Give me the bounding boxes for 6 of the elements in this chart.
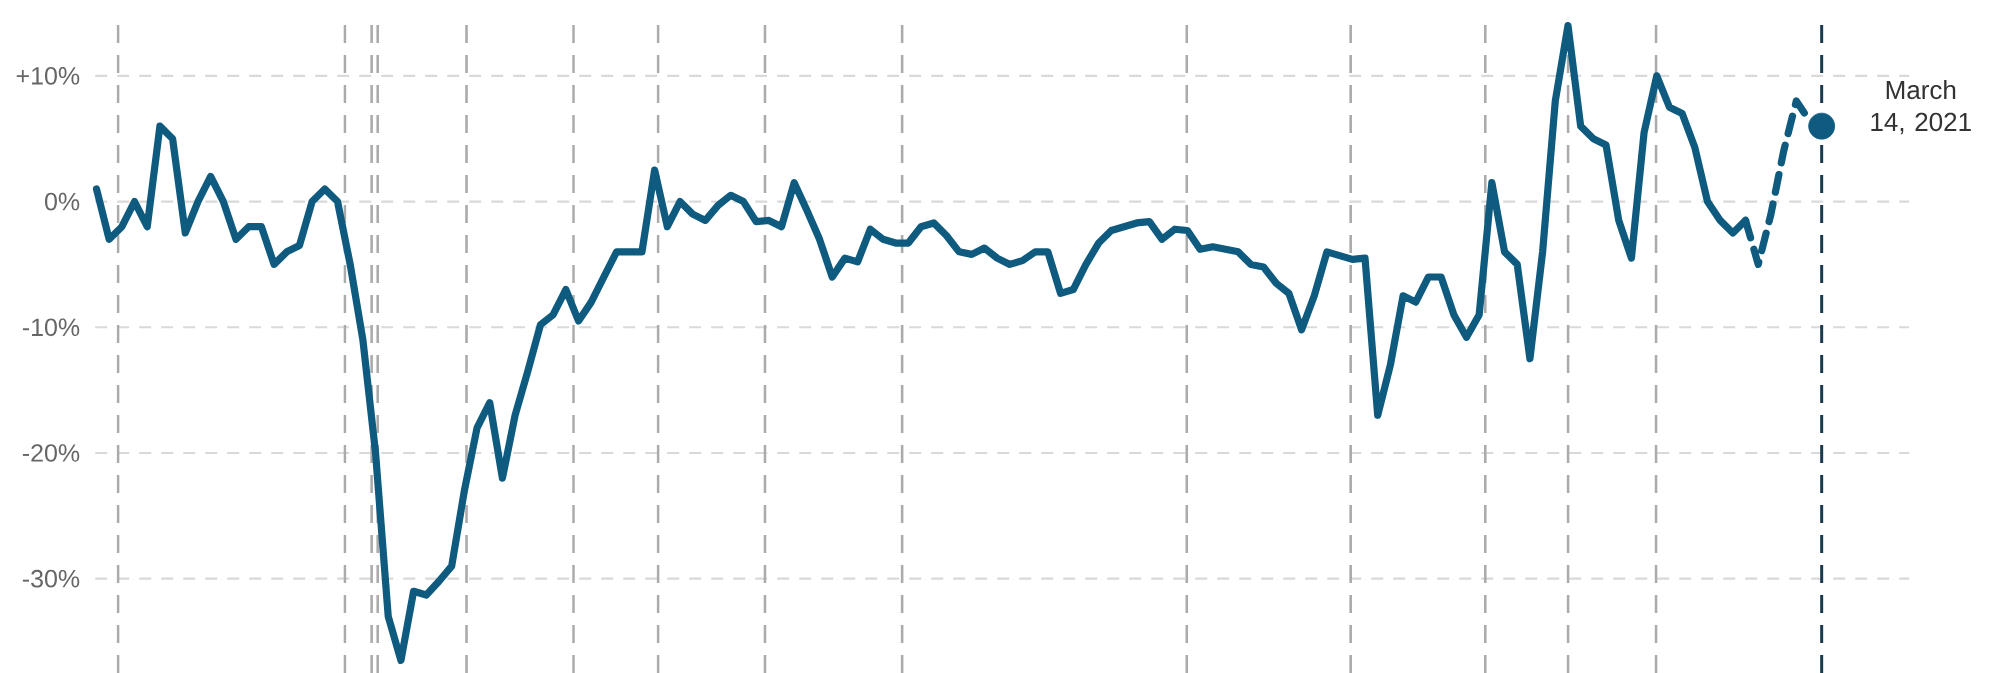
- y-tick-label: -30%: [22, 569, 80, 588]
- y-tick-label: 0%: [44, 192, 80, 211]
- text: March 14, 2021: [1871, 80, 1971, 135]
- y-tick-label: +10%: [16, 67, 80, 85]
- y-tick-label: -20%: [22, 444, 80, 462]
- y-tick-label: -10%: [22, 318, 80, 337]
